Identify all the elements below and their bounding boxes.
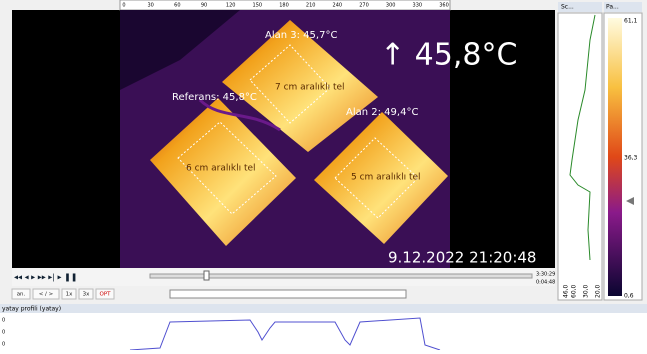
timeline-thumb[interactable] (204, 271, 209, 280)
label: 5 cm aralıklı tel (351, 173, 421, 183)
ruler-label: 150 (253, 3, 263, 9)
axis-label: 0 (2, 318, 5, 324)
ruler-label: 90 (201, 3, 207, 9)
ruler-label: 210 (306, 3, 316, 9)
palette-bar (608, 18, 622, 296)
ruler-label: 330 (413, 3, 423, 9)
ruler-label: 30 (147, 3, 153, 9)
ruler-label: 240 (333, 3, 343, 9)
button-label: < / > (39, 292, 54, 298)
axis-label: 20,0 (595, 284, 602, 298)
panel-title: Sc... (561, 4, 574, 11)
button-label: an. (17, 292, 26, 298)
palette-label: 0,6 (624, 293, 634, 300)
transport-controls[interactable]: ◂◂ ◂ ▸ ▸▸ ▸| ▸ ❚❚ (14, 273, 77, 282)
button-label: OPT (99, 292, 111, 298)
ruler-label: 300 (386, 3, 396, 9)
palette-label: 61,1 (624, 18, 638, 25)
scroll-bar[interactable] (170, 290, 406, 298)
bottom-title: yatay profili (yatay) (2, 306, 61, 313)
label: 6 cm aralıklı tel (186, 164, 256, 174)
screen: 0 30 60 90 120 150 180 210 240 270 300 330 360 Alan … (0, 0, 647, 350)
axis-label: 30,0 (583, 284, 590, 298)
axis-label: 0 (2, 330, 5, 336)
ruler-label: 60 (174, 3, 180, 9)
button-label: 3x (83, 292, 90, 298)
timestamp: 9.12.2022 21:20:48 (388, 249, 536, 267)
ruler-label: 270 (359, 3, 369, 9)
profile-axis: 46,0 60,0 30,0 20,0 (563, 284, 602, 298)
label: Alan 2: 49,4°C (346, 107, 418, 118)
label: 7 cm aralıklı tel (275, 83, 345, 93)
label: Referans: 45,8°C (172, 92, 257, 103)
time-total: 3:30:29 (536, 272, 555, 278)
profile-panel (558, 13, 602, 300)
axis-label: 46,0 (563, 284, 570, 298)
panel-title: Pa... (606, 4, 619, 11)
label: Alan 3: 45,7°C (265, 30, 337, 41)
ruler-label: 360 (439, 3, 449, 9)
button-label: 1x (66, 292, 73, 298)
axis-label: 0 (2, 342, 5, 348)
ruler-label: 120 (226, 3, 236, 9)
ruler-label: 0 (122, 3, 125, 9)
axis-label: 60,0 (571, 284, 578, 298)
max-temp: ↑ 45,8°C (380, 38, 517, 73)
bottom-header (0, 304, 647, 313)
ruler-label: 180 (279, 3, 289, 9)
time-current: 0:04:48 (536, 280, 555, 286)
palette-label: 36,3 (624, 155, 638, 162)
